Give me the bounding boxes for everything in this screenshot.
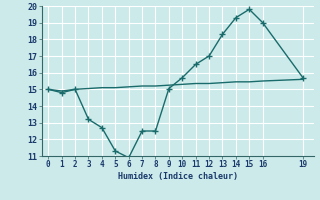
X-axis label: Humidex (Indice chaleur): Humidex (Indice chaleur): [118, 172, 237, 181]
